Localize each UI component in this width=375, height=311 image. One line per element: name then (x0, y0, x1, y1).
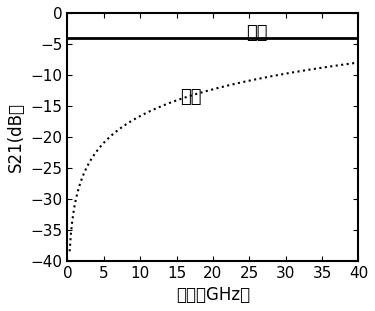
X-axis label: 频率（GHz）: 频率（GHz） (176, 286, 250, 304)
Text: 通光: 通光 (246, 24, 267, 42)
Text: 断光: 断光 (180, 87, 202, 105)
Y-axis label: S21(dB）: S21(dB） (7, 102, 25, 172)
